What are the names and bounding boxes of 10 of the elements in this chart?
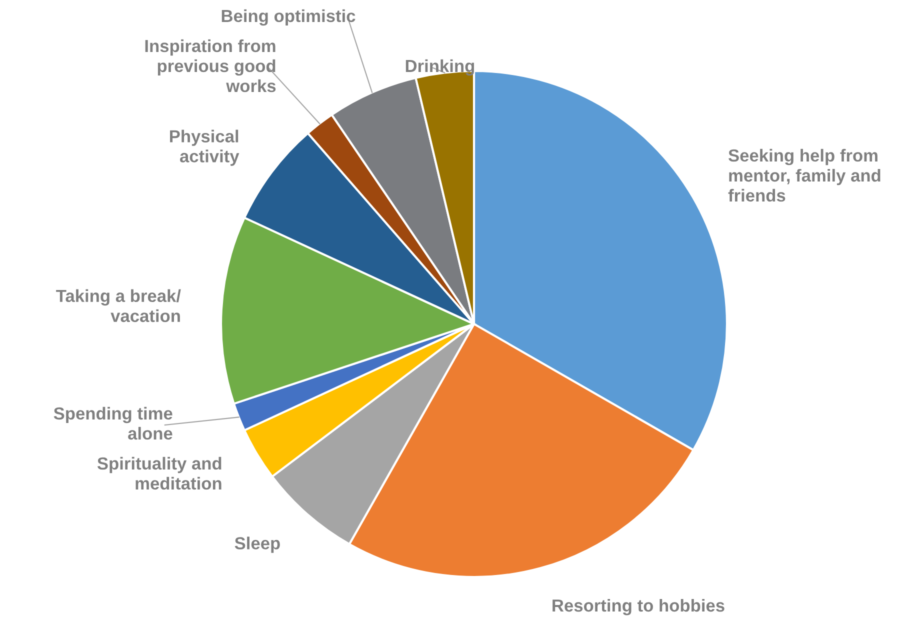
- slice-label: Seeking help from mentor, family and friends: [728, 148, 880, 202]
- slice-label: Inspiration from previous good works: [145, 39, 276, 92]
- slice-label: Spirituality and meditation: [97, 456, 222, 490]
- slice-label: Being optimistic: [222, 9, 356, 26]
- slice-label: Resorting to hobbies: [552, 598, 724, 616]
- slice-label: Spending time alone: [54, 406, 172, 440]
- slice-label: Physical activity: [170, 130, 240, 166]
- slice-label: Sleep: [234, 536, 280, 553]
- slice-label: Drinking: [406, 59, 474, 76]
- slice-label: Taking a break/ vacation: [56, 289, 181, 322]
